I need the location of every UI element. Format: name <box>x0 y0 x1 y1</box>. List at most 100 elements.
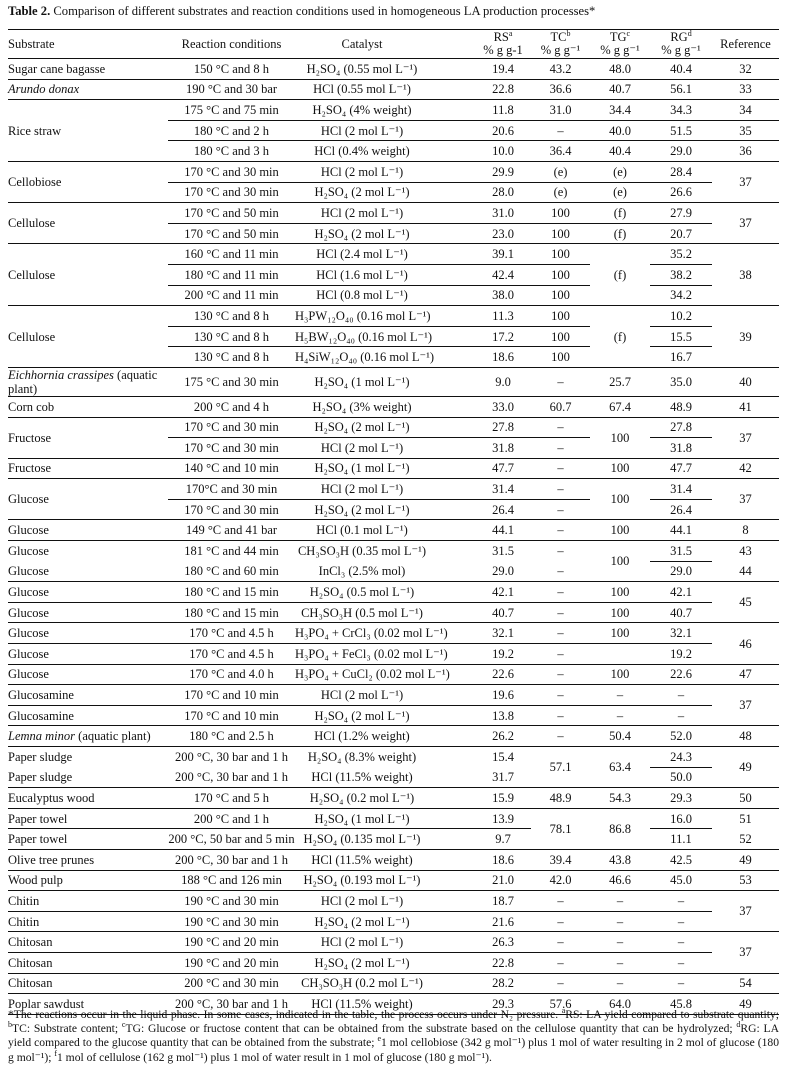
cell-ref: 34 <box>712 99 779 121</box>
cell-cond: 190 °C and 30 min <box>168 890 295 912</box>
cell-sub: Lemna minor (aquatic plant) <box>8 725 168 747</box>
cell-tg: – <box>590 931 650 953</box>
cell-sub: Paper sludge <box>8 767 168 789</box>
table-row: Paper towel 200 °C, 50 bar and 5 min H₂SO₄… <box>8 828 779 850</box>
cell-rg: – <box>650 890 712 912</box>
cell-sub: Glucose <box>8 519 168 542</box>
cell-cat: HCl (1.6 mol L⁻¹) <box>295 264 475 286</box>
cell-rs: 47.7 <box>475 458 531 480</box>
table-title: Comparison of different substrates and r… <box>53 4 596 18</box>
table-row: Glucose 149 °C and 41 bar HCl (0.1 mol L⁻¹… <box>8 519 779 542</box>
header-unit: % g g⁻¹ <box>600 43 640 57</box>
footnote-text: 1 mol cellobiose (342 g mol⁻¹) plus 1 mo… <box>8 1036 779 1064</box>
header-ref: Reference <box>712 29 779 59</box>
table-row: Fructose 170 °C and 30 min H₂SO₄ (2 mol L⁻… <box>8 417 779 459</box>
cell-ref: 43 <box>739 544 752 559</box>
cell-cat: H₂SO₄ (2 mol L⁻¹) <box>295 705 475 727</box>
cell-tg: 40.0 <box>590 120 650 142</box>
table-row: Cellobiose 170 °C and 30 min HCl (2 mol L⁻… <box>8 161 779 204</box>
table-row: Wood pulp 188 °C and 126 min H₂SO₄ (0.193 … <box>8 870 779 892</box>
cell-cond: 170 °C and 10 min <box>168 705 295 727</box>
cell-tc: – <box>531 643 590 665</box>
table-row: Fructose 140 °C and 10 min H₂SO₄ (1 mol L⁻… <box>8 458 779 480</box>
table-row: Sugar cane bagasse 150 °C and 8 h H₂SO₄ (0… <box>8 58 779 80</box>
cell-tc: 42.0 <box>531 870 590 892</box>
cell-rg: – <box>650 952 712 974</box>
cell-tc: 100 <box>531 285 590 307</box>
cell-sub: Cellulose <box>8 202 168 245</box>
header-rs: RSa % g g-1 <box>475 29 531 59</box>
cell-cat: H₂SO₄ (4% weight) <box>295 99 475 121</box>
cell-sub: Poplar sawdust <box>8 993 168 1015</box>
cell-rs: 22.6 <box>475 664 531 686</box>
substrate-italic: Lemna minor <box>8 729 76 744</box>
cell-tg: – <box>590 952 650 974</box>
cell-cond: 160 °C and 11 min <box>168 243 295 265</box>
table-row: Glucosamine 170 °C and 10 min H₂SO₄ (2 mol… <box>8 705 779 727</box>
cell-ref: 37 <box>712 890 779 933</box>
cell-ref: 49 <box>712 849 779 871</box>
header-tg: TGc % g g⁻¹ <box>590 29 650 59</box>
header-footnote-mark: b <box>566 28 571 38</box>
cell-tc: – <box>531 367 590 397</box>
cell-tg: 100 <box>590 602 650 624</box>
cell-tg: (e) <box>590 161 650 183</box>
cell-rg: 19.2 <box>650 643 712 665</box>
cell-cat: H₃PO₄ + CuCl₂ (0.02 mol L⁻¹) <box>295 664 475 686</box>
cell-ref: 33 <box>712 79 779 101</box>
cell-sub: Arundo donax <box>8 79 168 101</box>
cell-cat: H₂SO₄ (0.2 mol L⁻¹) <box>295 787 475 809</box>
cell-rs: 17.2 <box>475 326 531 348</box>
cell-cond: 170 °C and 30 min <box>168 499 295 521</box>
cell-cat: HCl (2 mol L⁻¹) <box>295 931 475 953</box>
header-unit: % g g⁻¹ <box>540 43 581 57</box>
cell-sub: Glucose <box>8 643 168 665</box>
cell-cat: HCl (11.5% weight) <box>295 767 475 789</box>
footnote-text: RG: LA yield compared to the glucose qua… <box>8 1022 779 1050</box>
cell-rs: 9.7 <box>475 828 531 850</box>
cell-cond: 200 °C, 30 bar and 1 h <box>168 993 295 1015</box>
cell-sub: Glucose <box>8 561 168 583</box>
cell-cat: H₂SO₄ (1 mol L⁻¹) <box>295 808 475 830</box>
table-row: Poplar sawdust 200 °C, 30 bar and 1 h HCl … <box>8 993 779 1015</box>
cell-rg: 35.2 <box>650 243 712 265</box>
cell-cond: 170 °C and 50 min <box>168 202 295 224</box>
cell-sub: Chitosan <box>8 952 168 974</box>
cell-cat: H₂SO₄ (2 mol L⁻¹) <box>295 417 475 439</box>
table-row: Chitosan 190 °C and 20 min H₂SO₄ (2 mol L⁻… <box>8 952 779 974</box>
table-row: 170 °C and 30 min HCl (2 mol L⁻¹) 31.8–31.… <box>8 437 779 459</box>
cell-cat: H₂SO₄ (2 mol L⁻¹) <box>295 182 475 204</box>
cell-cat: H₂SO₄ (8.3% weight) <box>307 750 417 765</box>
cell-tc: 100 <box>531 346 590 368</box>
cell-ref: 49 <box>712 993 779 1015</box>
cell-tg: 100 <box>590 622 650 645</box>
cell-tc: – <box>531 478 590 500</box>
cell-cat: HCl (2 mol L⁻¹) <box>295 161 475 183</box>
cell-rg: 42.1 <box>650 581 712 603</box>
table-row: 170 °C and 30 min H₂SO₄ (2 mol L⁻¹) 26.4–2… <box>8 499 779 521</box>
cell-cat: H₂SO₄ (2 mol L⁻¹) <box>295 499 475 521</box>
cell-tc: – <box>531 602 590 624</box>
cell-rg: 31.4 <box>650 478 712 500</box>
cell-tg: 67.4 <box>590 396 650 418</box>
footnote-text: TG: Glucose or fructose content that can… <box>125 1022 737 1036</box>
cell-rs: 31.5 <box>492 544 514 559</box>
table-row: Glucose 170°C and 30 min HCl (2 mol L⁻¹) 31… <box>8 478 779 521</box>
cell-cat: H₅BW₁₂O₄₀ (0.16 mol L⁻¹) <box>295 326 475 348</box>
cell-sub: Sugar cane bagasse <box>8 58 168 80</box>
cell-cat: H₂SO₄ (2 mol L⁻¹) <box>295 952 475 974</box>
cell-cond: 175 °C and 30 min <box>168 367 295 397</box>
header-label: Reaction conditions <box>181 36 282 51</box>
cell-sub: Eichhornia crassipes (aquatic plant) <box>8 367 168 397</box>
table-row: 180 °C and 2 h HCl (2 mol L⁻¹) 20.6–40.0 51… <box>8 120 779 142</box>
cell-tc: 100 <box>531 202 590 224</box>
cell-tc: – <box>531 458 590 480</box>
cell-cat: InCl₃ (2.5% mol) <box>295 561 475 583</box>
cell-tc: – <box>531 911 590 933</box>
cell-tc: – <box>531 120 590 142</box>
cell-rg: 27.9 <box>650 202 712 224</box>
cell-rg: 31.5 <box>650 540 712 562</box>
cell-rs: 31.4 <box>475 478 531 500</box>
cell-cond: 170 °C and 4.5 h <box>168 643 295 665</box>
cell-cond: 170 °C and 30 min <box>168 437 295 459</box>
